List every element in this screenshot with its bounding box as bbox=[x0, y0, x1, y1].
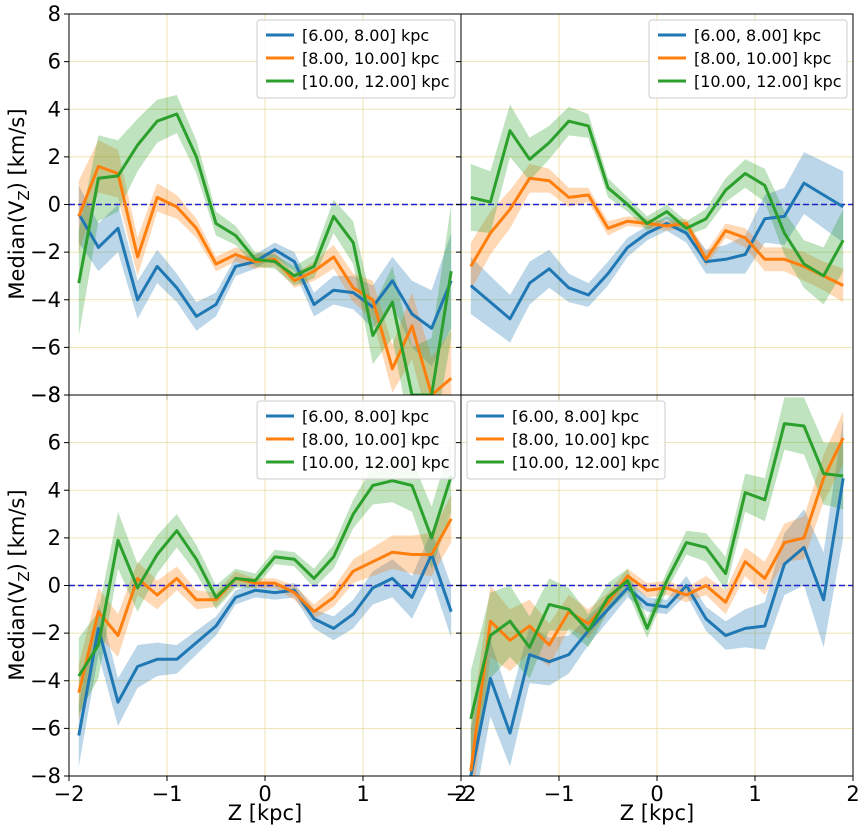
legend-label-0: [6.00, 8.00] kpc bbox=[302, 26, 429, 45]
y-tick-label: −8 bbox=[30, 383, 61, 407]
y-axis-label-top: Median(VZ) [km/s] bbox=[5, 108, 33, 299]
legend-label-0: [6.00, 8.00] kpc bbox=[302, 407, 429, 426]
y-tick-label: −4 bbox=[30, 669, 61, 693]
x-tick-label: −2 bbox=[54, 782, 85, 806]
series-band-0 bbox=[78, 530, 452, 767]
x-axis-label-right: Z [kpc] bbox=[620, 801, 694, 825]
ylabel-part: Median(V bbox=[5, 581, 29, 681]
y-axis-label-bottom: Median(VZ) [km/s] bbox=[5, 489, 33, 680]
y-tick-label: 2 bbox=[48, 145, 61, 169]
y-tick-label: −8 bbox=[30, 764, 61, 788]
y-tick-label: 0 bbox=[48, 574, 61, 598]
series-band-1 bbox=[470, 164, 844, 303]
panel-series-lines bbox=[469, 422, 845, 776]
legend-label-0: [6.00, 8.00] kpc bbox=[694, 26, 821, 45]
y-tick-label: −6 bbox=[30, 335, 61, 359]
series-line-1 bbox=[469, 176, 844, 287]
series-line-2 bbox=[77, 475, 453, 677]
legend-label-0: [6.00, 8.00] kpc bbox=[512, 407, 639, 426]
x-tick-label: 1 bbox=[748, 782, 761, 806]
legend-box bbox=[256, 400, 456, 480]
series-line-0 bbox=[77, 213, 453, 330]
ylabel-part: ) [km/s] bbox=[5, 108, 29, 190]
panel-bottom-right: 2 −1 0 1 2 [6.00, 8.00] kpc [8.00, 10.00] kpc… bbox=[454, 394, 860, 806]
legend: [6.00, 8.00] kpc [8.00, 10.00] kpc [10.00,… bbox=[256, 400, 456, 480]
series-line-0 bbox=[77, 553, 453, 736]
panel-series-lines bbox=[469, 119, 845, 321]
y-tick-label: 6 bbox=[48, 50, 61, 74]
y-tick-label: 8 bbox=[48, 2, 61, 26]
series-band-0 bbox=[470, 418, 844, 776]
y-tick-label: 4 bbox=[48, 97, 61, 121]
series-band-2 bbox=[470, 397, 844, 767]
legend: [6.00, 8.00] kpc [8.00, 10.00] kpc [10.00,… bbox=[466, 400, 666, 480]
y-tick-label: 6 bbox=[48, 431, 61, 455]
legend-box bbox=[648, 19, 848, 99]
x-tick-label: −1 bbox=[544, 782, 575, 806]
ylabel-subscript: Z bbox=[15, 190, 33, 200]
x-tick-label: 2 bbox=[454, 782, 467, 806]
y-tick-label: −4 bbox=[30, 288, 61, 312]
series-line-2 bbox=[469, 422, 844, 720]
panel-series-lines bbox=[77, 112, 453, 395]
x-axis-label-left: Z [kpc] bbox=[228, 801, 302, 825]
y-tick-label: 2 bbox=[48, 526, 61, 550]
ylabel-part: Median(V bbox=[5, 200, 29, 300]
x-tick-label: 1 bbox=[356, 782, 369, 806]
panel-series-lines bbox=[77, 475, 453, 736]
x-tick-label: 2 bbox=[846, 782, 859, 806]
y-tick-label: −2 bbox=[30, 621, 61, 645]
series-line-2 bbox=[77, 112, 453, 395]
legend: [6.00, 8.00] kpc [8.00, 10.00] kpc [10.00,… bbox=[648, 19, 848, 99]
y-tick-label: −6 bbox=[30, 716, 61, 740]
legend-label-1: [8.00, 10.00] kpc bbox=[302, 430, 439, 449]
legend-box bbox=[466, 400, 666, 480]
series-band-0 bbox=[470, 152, 844, 343]
x-tick-label: −2 bbox=[446, 782, 477, 806]
legend-label-2: [10.00, 12.00] kpc bbox=[694, 72, 842, 91]
series-band-1 bbox=[470, 411, 844, 776]
x-tick-label: 0 bbox=[650, 782, 663, 806]
panel-top-left: −8 −6 −4 −2 0 2 4 6 8 [6.00, 8.00] kpc [8.00, 10.… bbox=[30, 2, 462, 407]
legend-label-1: [8.00, 10.00] kpc bbox=[694, 49, 831, 68]
x-tick-label: 0 bbox=[258, 782, 271, 806]
panel-ticks: 2 −1 0 1 2 bbox=[454, 394, 860, 806]
series-line-2 bbox=[470, 119, 845, 278]
legend-label-2: [10.00, 12.00] kpc bbox=[302, 72, 450, 91]
y-tick-label: −2 bbox=[30, 240, 61, 264]
panel-bands bbox=[470, 397, 844, 776]
legend-label-1: [8.00, 10.00] kpc bbox=[302, 49, 439, 68]
legend-label-2: [10.00, 12.00] kpc bbox=[302, 453, 450, 472]
series-band-2 bbox=[78, 95, 452, 395]
legend-label-2: [10.00, 12.00] kpc bbox=[512, 453, 660, 472]
y-tick-label: −8 bbox=[30, 383, 61, 407]
legend-label-1: [8.00, 10.00] kpc bbox=[512, 430, 649, 449]
legend-box bbox=[256, 19, 456, 99]
ylabel-part: ) [km/s] bbox=[5, 489, 29, 571]
legend: [6.00, 8.00] kpc [8.00, 10.00] kpc [10.00,… bbox=[256, 19, 456, 99]
series-line-0 bbox=[469, 181, 844, 321]
y-tick-label: 0 bbox=[48, 193, 61, 217]
panel-ticks: −8 −6 −4 −2 0 2 4 6 8 bbox=[30, 2, 462, 407]
y-tick-label: 4 bbox=[48, 478, 61, 502]
series-line-1 bbox=[469, 437, 845, 772]
ylabel-subscript: Z bbox=[15, 571, 33, 581]
x-tick-label: −1 bbox=[152, 782, 183, 806]
